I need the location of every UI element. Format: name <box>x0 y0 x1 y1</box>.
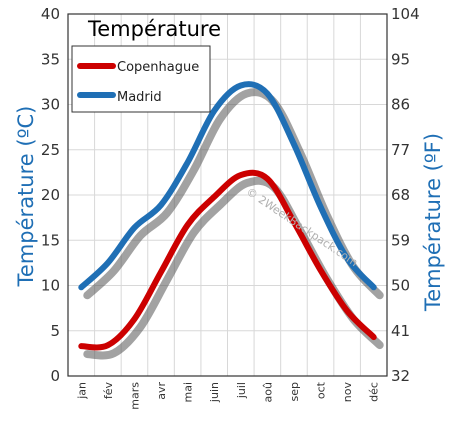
x-tick-label: juil <box>235 382 248 399</box>
x-tick-label: fév <box>102 382 115 400</box>
series-shadows <box>83 88 384 360</box>
series-line-madrid <box>78 81 377 291</box>
series-shadow-copenhague <box>83 176 384 360</box>
x-tick-label: mai <box>182 382 195 403</box>
y-tick-right: 68 <box>391 186 410 204</box>
y-tick-left: 25 <box>41 141 60 159</box>
legend-label-copenhague: Copenhague <box>117 60 199 75</box>
y-tick-left: 40 <box>41 5 60 23</box>
y-axis-right-ticks: 32 41 50 59 68 77 86 95 104 <box>391 5 420 385</box>
x-tick-label: juin <box>208 382 221 403</box>
x-tick-label: sep <box>288 382 301 401</box>
y-tick-left: 20 <box>41 186 60 204</box>
y-tick-left: 30 <box>41 96 60 114</box>
legend-label-madrid: Madrid <box>117 90 162 105</box>
plot-frame <box>67 13 388 377</box>
x-tick-label: aoû <box>261 382 274 402</box>
y-tick-right: 77 <box>391 141 410 159</box>
x-tick-label: jan <box>75 382 88 400</box>
plot-border <box>67 13 388 377</box>
chart-title: Température <box>87 17 221 41</box>
y-tick-right: 50 <box>391 277 410 295</box>
legend-box <box>71 45 211 113</box>
y-axis-right-title: Température (ºF) <box>421 133 445 312</box>
x-axis-ticks: jan fév mars avr mai juin juil aoû sep oct nov déc <box>75 381 380 409</box>
y-tick-right: 32 <box>391 367 410 385</box>
y-tick-left: 0 <box>50 367 60 385</box>
series-lines <box>78 81 377 351</box>
y-tick-right: 59 <box>391 231 410 249</box>
y-tick-left: 35 <box>41 50 60 68</box>
x-tick-label: déc <box>368 382 381 402</box>
x-tick-label: oct <box>315 381 328 399</box>
y-tick-right: 86 <box>391 96 410 114</box>
y-tick-left: 5 <box>50 322 60 340</box>
y-axis-left-title: Température (ºC) <box>14 106 38 288</box>
y-tick-right: 104 <box>391 5 420 23</box>
x-tick-label: nov <box>341 382 354 403</box>
x-tick-label: mars <box>128 382 141 410</box>
legend: Copenhague Madrid <box>71 45 211 113</box>
y-tick-left: 10 <box>41 277 60 295</box>
watermark: © 2WeekBackpack.com <box>244 185 360 269</box>
y-tick-right: 95 <box>391 50 410 68</box>
y-axis-left-ticks: 0 5 10 15 20 25 30 35 40 <box>41 5 60 385</box>
x-tick-label: avr <box>155 382 168 400</box>
y-tick-right: 41 <box>391 322 410 340</box>
y-tick-left: 15 <box>41 231 60 249</box>
series-line-copenhague <box>78 169 377 351</box>
